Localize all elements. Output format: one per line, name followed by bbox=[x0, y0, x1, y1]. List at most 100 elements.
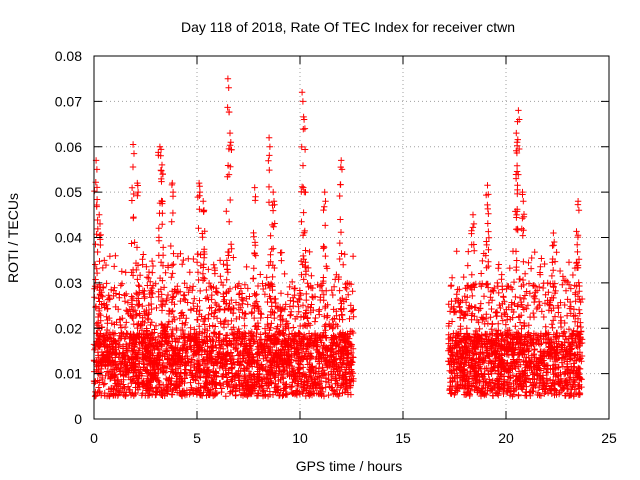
data-point bbox=[200, 389, 207, 396]
data-point bbox=[114, 376, 122, 383]
data-point bbox=[336, 255, 343, 263]
data-point bbox=[131, 307, 139, 314]
data-point bbox=[223, 352, 230, 359]
y-tick-label: 0.02 bbox=[55, 320, 82, 336]
y-tick-label: 0.08 bbox=[55, 48, 82, 64]
data-point bbox=[143, 263, 150, 270]
data-point bbox=[232, 391, 239, 399]
data-point bbox=[198, 336, 206, 343]
data-point bbox=[304, 378, 311, 385]
data-point bbox=[166, 351, 173, 358]
data-point bbox=[200, 368, 207, 376]
data-point bbox=[105, 292, 112, 299]
data-point bbox=[134, 386, 142, 393]
data-point bbox=[349, 354, 356, 361]
data-point bbox=[288, 308, 295, 315]
x-tick-label: 0 bbox=[90, 430, 98, 446]
data-point bbox=[253, 392, 261, 400]
data-point bbox=[106, 296, 113, 303]
data-point bbox=[139, 350, 146, 358]
data-point bbox=[330, 321, 337, 328]
data-point bbox=[141, 319, 148, 327]
data-point bbox=[156, 389, 163, 396]
data-point bbox=[126, 342, 133, 349]
data-point bbox=[288, 372, 295, 379]
data-points bbox=[90, 75, 586, 400]
data-point bbox=[243, 295, 250, 302]
data-point bbox=[137, 322, 144, 329]
data-point bbox=[186, 269, 193, 276]
data-point bbox=[241, 384, 249, 392]
data-point bbox=[205, 266, 212, 273]
data-point bbox=[331, 375, 339, 382]
data-point bbox=[248, 335, 255, 343]
data-point bbox=[208, 304, 215, 311]
data-point bbox=[288, 389, 295, 396]
data-point bbox=[163, 338, 170, 346]
data-point bbox=[278, 257, 285, 264]
data-point bbox=[243, 340, 250, 347]
data-point bbox=[173, 389, 181, 396]
data-point bbox=[333, 308, 340, 315]
data-point bbox=[216, 364, 223, 372]
data-point bbox=[157, 259, 165, 266]
data-point bbox=[330, 351, 337, 358]
data-point bbox=[329, 291, 336, 299]
data-point bbox=[240, 355, 247, 362]
data-point bbox=[276, 330, 283, 337]
data-point bbox=[182, 366, 190, 373]
data-point bbox=[168, 366, 176, 373]
data-point bbox=[220, 261, 227, 268]
data-point bbox=[246, 343, 253, 350]
data-point bbox=[221, 306, 228, 313]
data-point bbox=[212, 391, 219, 398]
data-point bbox=[271, 314, 278, 322]
data-point bbox=[195, 380, 202, 387]
data-point bbox=[147, 377, 155, 384]
data-point bbox=[253, 298, 260, 305]
data-point bbox=[254, 282, 262, 290]
data-point bbox=[300, 276, 307, 283]
data-point bbox=[193, 357, 201, 364]
data-point bbox=[250, 331, 257, 339]
data-point bbox=[106, 253, 114, 260]
data-point bbox=[286, 362, 293, 369]
data-point bbox=[260, 387, 267, 394]
data-point bbox=[228, 355, 235, 363]
chart-title: Day 118 of 2018, Rate Of TEC Index for r… bbox=[181, 19, 515, 35]
data-point bbox=[286, 283, 293, 291]
data-point bbox=[328, 384, 335, 391]
x-tick-label: 5 bbox=[193, 430, 201, 446]
data-point bbox=[341, 251, 348, 258]
data-point bbox=[147, 278, 154, 285]
data-point bbox=[211, 358, 219, 365]
data-point bbox=[180, 311, 187, 319]
data-point bbox=[241, 322, 248, 329]
data-point bbox=[318, 377, 325, 385]
data-point bbox=[199, 330, 206, 337]
data-point bbox=[229, 331, 237, 338]
data-point bbox=[245, 329, 252, 337]
data-point bbox=[169, 345, 176, 352]
data-point bbox=[161, 364, 168, 371]
data-point bbox=[119, 315, 126, 322]
data-point bbox=[223, 276, 230, 283]
y-tick-label: 0.05 bbox=[55, 184, 82, 200]
data-point bbox=[118, 359, 125, 367]
data-point bbox=[111, 284, 118, 291]
data-point bbox=[149, 269, 156, 276]
data-point bbox=[302, 348, 310, 355]
data-point bbox=[320, 371, 327, 378]
data-point bbox=[216, 257, 224, 264]
data-point bbox=[131, 366, 138, 373]
data-point bbox=[162, 269, 169, 276]
data-point bbox=[145, 274, 152, 282]
data-point bbox=[252, 292, 259, 299]
data-point bbox=[288, 330, 296, 337]
data-point bbox=[229, 352, 236, 359]
data-point bbox=[187, 379, 194, 386]
data-point bbox=[314, 373, 322, 380]
data-point bbox=[241, 281, 249, 288]
data-point bbox=[164, 347, 171, 354]
